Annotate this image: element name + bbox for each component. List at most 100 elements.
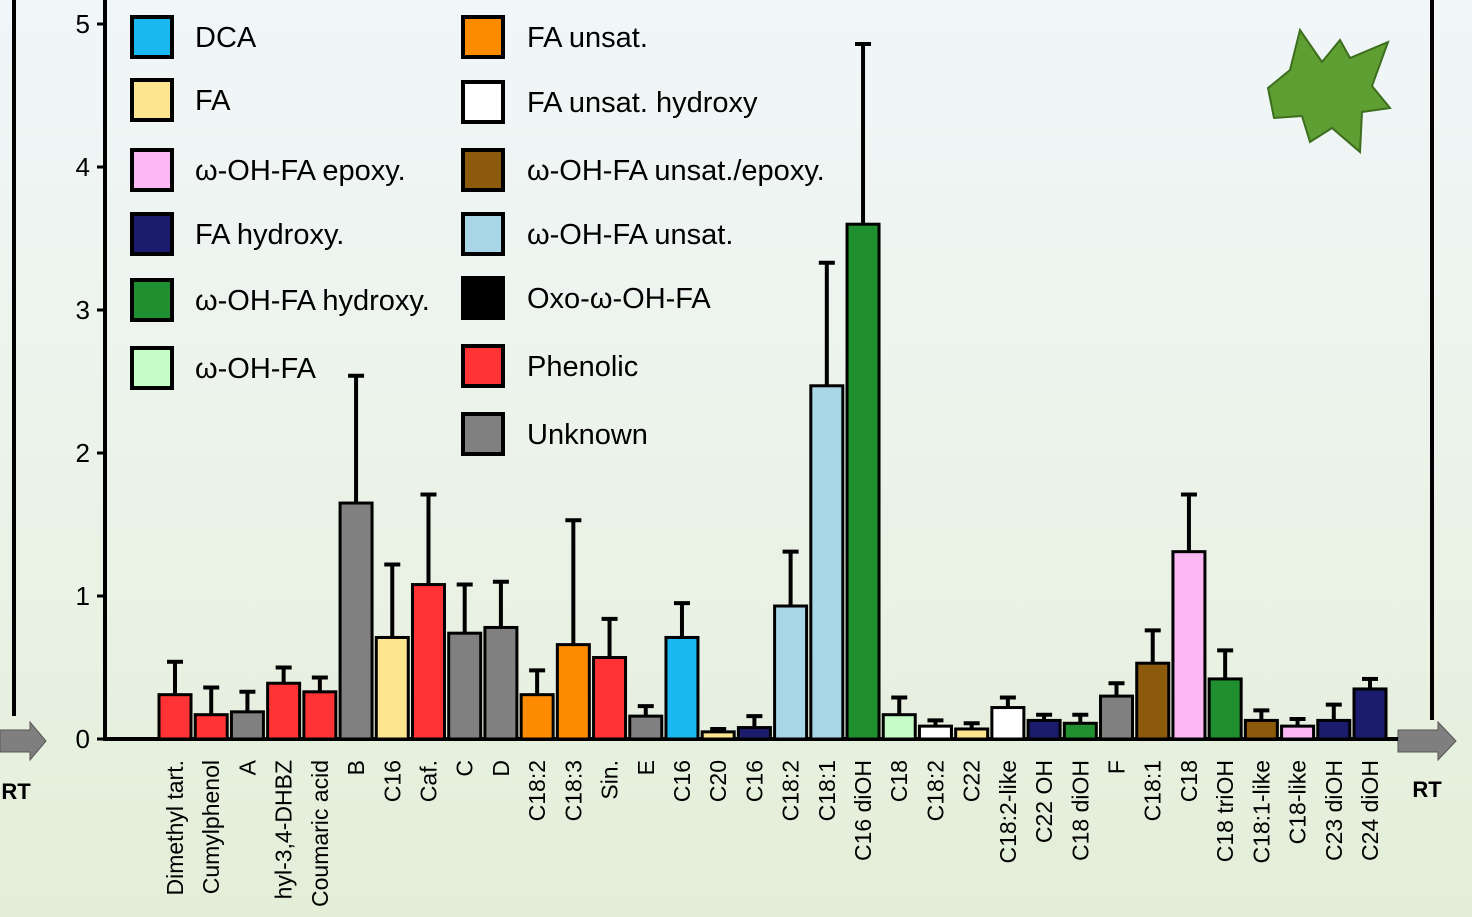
legend-swatch <box>461 412 505 456</box>
x-tick-label: E <box>633 760 659 775</box>
bar <box>519 693 555 741</box>
legend-swatch <box>130 346 174 390</box>
x-tick-label: C22 OH <box>1031 760 1057 843</box>
legend-swatch <box>461 212 505 256</box>
x-tick-label: C16 <box>741 760 767 802</box>
legend-swatch <box>130 78 174 122</box>
legend-swatch <box>461 344 505 388</box>
bar <box>990 706 1026 741</box>
bar <box>1243 718 1279 741</box>
legend-label: DCA <box>195 22 257 54</box>
y-tick-label: 0 <box>76 724 90 754</box>
legend-label: ω-OH-FA unsat./epoxy. <box>527 155 825 187</box>
axis-end-label: RT <box>1412 777 1442 802</box>
leaf-icon <box>1266 27 1392 155</box>
bar <box>628 714 664 741</box>
legend-label: Phenolic <box>527 351 638 383</box>
x-tick-label: C16 <box>669 760 695 802</box>
x-tick-label: C18:2 <box>778 760 804 821</box>
y-tick-label: 2 <box>76 438 90 468</box>
legend-label: Oxo-ω-OH-FA <box>527 283 711 315</box>
arrow-left <box>0 720 47 762</box>
x-tick-label: D <box>488 760 514 777</box>
legend-swatch <box>461 148 505 192</box>
x-tick-label: A <box>234 759 260 775</box>
x-tick-label: C18 triOH <box>1212 760 1238 862</box>
bar <box>1062 721 1098 741</box>
x-tick-label: C20 <box>705 760 731 802</box>
legend-label: ω-OH-FA unsat. <box>527 219 733 251</box>
bar <box>700 730 736 741</box>
x-tick-label: C18:2 <box>524 760 550 821</box>
bar <box>483 625 519 741</box>
x-tick-label: Coumaric acid <box>307 760 333 907</box>
bar <box>374 635 410 741</box>
x-tick-label: B <box>343 760 369 775</box>
bar <box>1026 718 1062 741</box>
x-tick-label: Sin. <box>597 760 623 800</box>
x-tick-label: C18-like <box>1285 760 1311 844</box>
x-tick-label: C23 diOH <box>1321 760 1347 861</box>
legend-swatch <box>461 276 505 320</box>
bar <box>266 681 302 741</box>
x-tick-label: C18:1-like <box>1248 760 1274 864</box>
bar <box>157 693 193 741</box>
x-tick-label: C16 diOH <box>850 760 876 861</box>
x-tick-label: Dimethyl tart. <box>162 760 188 895</box>
x-tick-label: Caf. <box>415 760 441 802</box>
bar <box>193 713 229 741</box>
x-tick-label: C18:2 <box>922 760 948 821</box>
bar <box>1099 694 1135 741</box>
y-tick-label: 4 <box>76 152 90 182</box>
legend-swatch <box>130 212 174 256</box>
x-tick-label: C <box>452 760 478 777</box>
legend-label: FA unsat. hydroxy <box>527 87 758 119</box>
legend-label: FA hydroxy. <box>195 219 344 251</box>
legend-label: ω-OH-FA <box>195 353 317 385</box>
legend-swatch <box>130 278 174 322</box>
legend-swatch <box>461 80 505 124</box>
x-tick-label: hyl-3,4-DHBZ <box>271 760 297 899</box>
bar <box>773 604 809 741</box>
bar <box>917 724 953 741</box>
bar <box>1316 718 1352 741</box>
legend-label: Unknown <box>527 419 648 451</box>
bar <box>1280 724 1316 741</box>
bar <box>592 655 628 741</box>
x-tick-label: C22 <box>959 760 985 802</box>
y-tick-label: 1 <box>76 581 90 611</box>
axis-end-label: RT <box>1 779 31 804</box>
legend-label: ω-OH-FA hydroxy. <box>195 285 430 317</box>
bar <box>809 384 845 741</box>
bar <box>881 713 917 741</box>
bar <box>845 222 881 741</box>
legend-label: ω-OH-FA epoxy. <box>195 155 406 187</box>
x-tick-label: C24 diOH <box>1357 760 1383 861</box>
x-tick-label: Cumylphenol <box>198 760 224 894</box>
x-tick-label: C18 <box>886 760 912 802</box>
x-tick-label: C18:1 <box>1140 760 1166 821</box>
bar <box>664 635 700 741</box>
bar <box>1352 687 1388 741</box>
x-tick-label: C18:1 <box>814 760 840 821</box>
x-tick-label: C18 <box>1176 760 1202 802</box>
x-tick-label: F <box>1104 760 1130 774</box>
legend-swatch <box>130 148 174 192</box>
bar <box>410 583 446 741</box>
arrow-right <box>1397 720 1457 762</box>
legend-swatch <box>461 15 505 59</box>
legend-label: FA unsat. <box>527 22 648 54</box>
bar <box>954 727 990 741</box>
x-tick-label: C18:3 <box>560 760 586 821</box>
bar <box>302 690 338 741</box>
x-tick-label: C16 <box>379 760 405 802</box>
bar <box>736 726 772 741</box>
x-tick-label: C18:2-like <box>995 760 1021 864</box>
bar <box>447 631 483 741</box>
bar <box>338 501 374 741</box>
x-tick-label: C18 diOH <box>1067 760 1093 861</box>
bar <box>1171 550 1207 741</box>
bar <box>555 643 591 741</box>
